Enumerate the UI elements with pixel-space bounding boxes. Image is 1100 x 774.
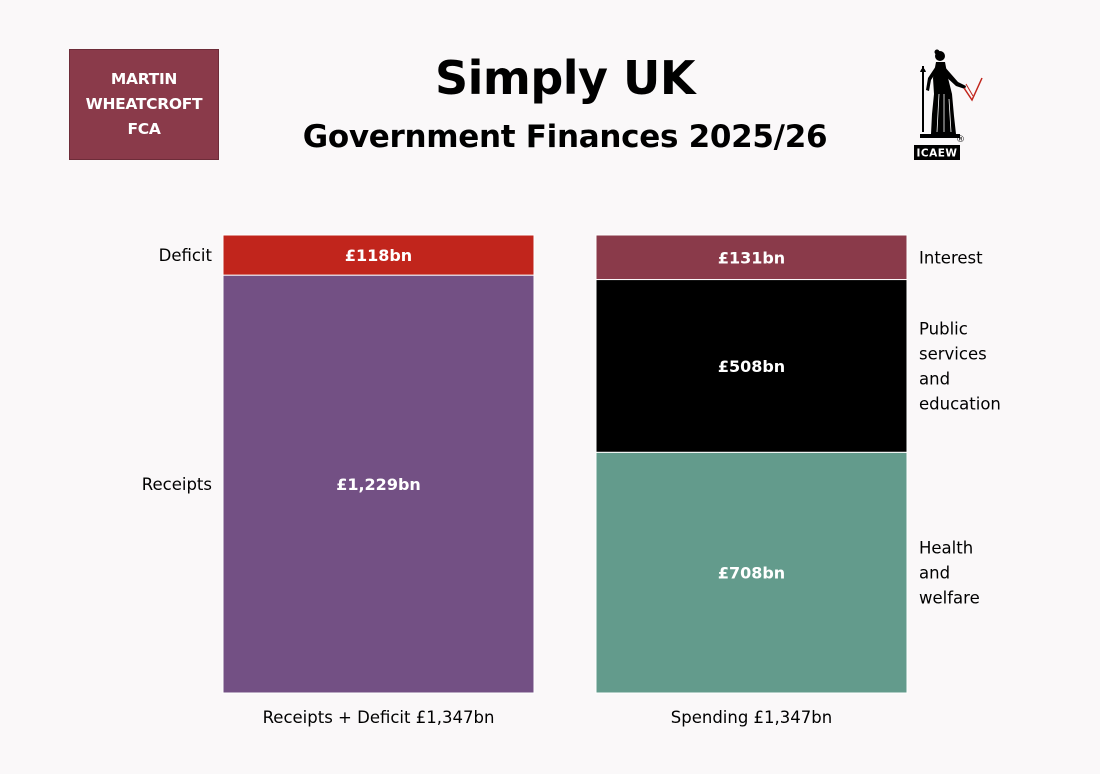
column-label-1: Receipts + Deficit £1,347bn xyxy=(263,708,495,727)
category-label-public-services-and-education-line-2: services xyxy=(919,344,987,363)
data-label-interest: £131bn xyxy=(718,248,785,267)
bar-segment-deficit xyxy=(222,234,535,276)
category-label-public-services-and-education-line-3: and xyxy=(919,369,950,388)
bar-segment-interest xyxy=(595,234,908,281)
icaew-logo: ® ICAEW xyxy=(914,49,983,160)
bar-segment-receipts xyxy=(222,274,535,694)
category-label-interest: Interest xyxy=(919,248,983,267)
category-label-health-and-welfare-line-1: Health xyxy=(919,539,973,558)
page-title: Simply UK xyxy=(434,51,696,105)
category-label-public-services-and-education-line-1: Public xyxy=(919,319,968,338)
author-badge: MARTIN WHEATCROFT FCA xyxy=(69,49,219,160)
category-label-deficit: Deficit xyxy=(159,246,213,265)
category-label-receipts: Receipts xyxy=(142,475,212,494)
bar-segment-health-and-welfare xyxy=(595,451,908,694)
category-label-public-services-and-education-line-4: education xyxy=(919,394,1001,413)
page-subtitle: Government Finances 2025/26 xyxy=(302,119,828,155)
author-name-line-3: FCA xyxy=(127,120,161,138)
author-name-line-2: WHEATCROFT xyxy=(85,95,203,113)
data-label-receipts: £1,229bn xyxy=(336,475,421,494)
data-label-health-and-welfare: £708bn xyxy=(718,564,785,583)
registered-mark: ® xyxy=(956,135,965,145)
lady-figure-icon xyxy=(920,49,983,138)
bar-segment-public-services-and-education xyxy=(595,279,908,453)
author-name-line-1: MARTIN xyxy=(110,70,178,88)
icaew-wordmark: ICAEW xyxy=(917,148,958,160)
category-label-health-and-welfare-line-2: and xyxy=(919,564,950,583)
data-label-public-services-and-education: £508bn xyxy=(718,357,785,376)
column-label-2: Spending £1,347bn xyxy=(671,708,832,727)
category-label-health-and-welfare-line-3: welfare xyxy=(919,589,980,608)
data-label-deficit: £118bn xyxy=(345,246,412,265)
